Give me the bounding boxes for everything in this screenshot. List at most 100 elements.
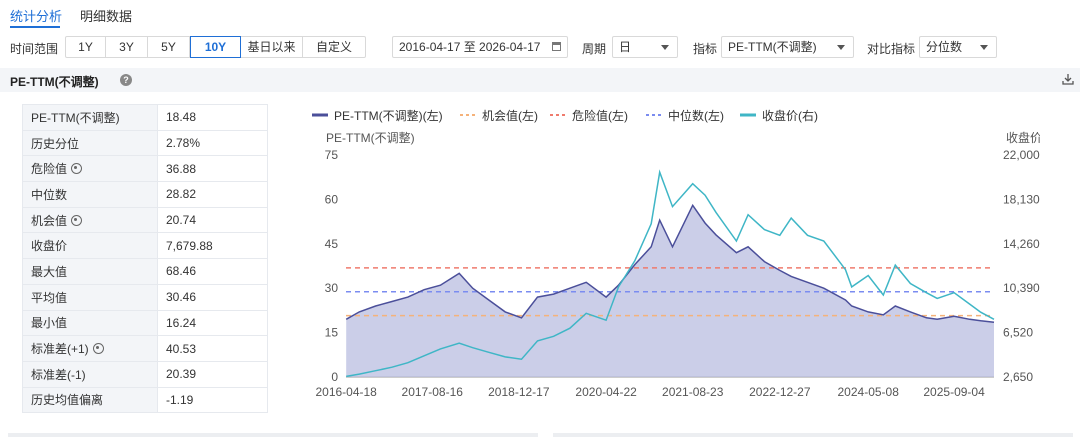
stats-value: -1.19	[157, 386, 268, 414]
y-right-tick: 14,260	[1003, 237, 1040, 251]
compare-select[interactable]: 分位数	[919, 36, 997, 58]
tab-statistics[interactable]: 统计分析	[10, 9, 63, 24]
stats-row: 最小值 16.24	[22, 309, 268, 337]
stats-row: 平均值 30.46	[22, 283, 268, 311]
x-tick: 2025-09-04	[923, 385, 985, 399]
stats-value: 2.78%	[157, 129, 268, 157]
legend-label: 机会值(左)	[482, 108, 538, 123]
stats-row: 历史均值偏离 -1.19	[22, 386, 268, 414]
x-tick: 2017-08-16	[402, 385, 464, 399]
stats-value: 30.46	[157, 283, 268, 311]
stats-value: 36.88	[157, 155, 268, 183]
x-tick: 2022-12-27	[749, 385, 811, 399]
period-value: 日	[619, 40, 632, 54]
bottom-panel-edge-right	[553, 433, 1073, 437]
time-range-label: 时间范围	[10, 42, 59, 56]
legend-label: 中位数(左)	[668, 108, 724, 123]
panel-title: PE-TTM(不调整)	[10, 75, 99, 89]
chevron-down-icon	[661, 45, 669, 50]
help-icon[interactable]: ?	[120, 74, 132, 86]
y-right-tick: 10,390	[1003, 281, 1040, 295]
stats-key-label: 标准差(+1)	[31, 342, 89, 357]
stats-key-label: 历史均值偏离	[31, 393, 104, 408]
legend-label: 收盘价(右)	[762, 108, 818, 123]
chevron-down-icon	[837, 45, 845, 50]
top-tabs: 统计分析 明细数据	[0, 0, 1080, 28]
panel-header: PE-TTM(不调整) ?	[0, 68, 1080, 92]
stats-key-label: 最大值	[31, 264, 68, 279]
indicator-value: PE-TTM(不调整)	[728, 40, 817, 54]
gear-icon[interactable]	[71, 214, 83, 226]
x-tick: 2024-05-08	[838, 385, 900, 399]
legend-label: PE-TTM(不调整)(左)	[334, 108, 443, 123]
range-since-base-button[interactable]: 基日以来	[241, 37, 303, 57]
stats-key-label: 危险值	[31, 162, 68, 177]
stats-row: 最大值 68.46	[22, 258, 268, 285]
range-10y-button[interactable]: 10Y	[190, 36, 241, 58]
stats-key-label: 收盘价	[31, 239, 68, 254]
active-tab-indicator	[10, 26, 60, 28]
stats-key: PE-TTM(不调整)	[22, 104, 158, 131]
stats-value: 40.53	[157, 335, 268, 362]
y-right-tick: 22,000	[1003, 148, 1040, 162]
tab-detail-data[interactable]: 明细数据	[80, 9, 133, 24]
indicator-select[interactable]: PE-TTM(不调整)	[721, 36, 854, 58]
range-custom-button[interactable]: 自定义	[315, 40, 352, 54]
stats-row: 标准差(+1) 40.53	[22, 335, 268, 362]
stats-row: 标准差(-1) 20.39	[22, 360, 268, 388]
stats-value: 7,679.88	[157, 232, 268, 260]
stats-key-label: PE-TTM(不调整)	[31, 110, 120, 125]
range-3y-button[interactable]: 3Y	[106, 37, 148, 57]
stats-key: 机会值	[22, 206, 158, 234]
stats-key-label: 机会值	[31, 213, 68, 228]
stats-key: 标准差(-1)	[22, 360, 158, 388]
stats-key: 最大值	[22, 258, 158, 285]
stats-key: 最小值	[22, 309, 158, 337]
y-right-axis-title: 收盘价	[1006, 130, 1040, 145]
stats-key: 收盘价	[22, 232, 158, 260]
date-range-input[interactable]: 2016-04-17 至 2026-04-17	[392, 36, 568, 58]
y-left-tick: 45	[325, 237, 339, 251]
stats-key-label: 最小值	[31, 316, 68, 331]
y-left-tick: 15	[325, 326, 339, 340]
stats-value: 68.46	[157, 258, 268, 285]
y-left-tick: 60	[325, 192, 339, 206]
stats-key: 平均值	[22, 283, 158, 311]
period-select[interactable]: 日	[612, 36, 678, 58]
bottom-panel-edge-left	[8, 433, 538, 437]
pe-ttm-chart: PE-TTM(不调整)(左) 机会值(左) 危险值(左) 中位数(左) 收盘价(右) PE…	[312, 108, 1040, 399]
stats-row: 收盘价 7,679.88	[22, 232, 268, 260]
stats-key-label: 历史分位	[31, 136, 80, 151]
stats-key-label: 中位数	[31, 187, 68, 202]
gear-icon[interactable]	[92, 343, 104, 355]
compare-label: 对比指标	[867, 42, 916, 56]
stats-value: 20.74	[157, 206, 268, 234]
indicator-label: 指标	[693, 42, 718, 56]
stats-value: 20.39	[157, 360, 268, 388]
x-tick: 2018-12-17	[488, 385, 550, 399]
y-left-tick: 75	[325, 148, 339, 162]
period-label: 周期	[582, 42, 607, 56]
range-5y-button[interactable]: 5Y	[148, 37, 190, 57]
x-tick: 2016-04-18	[315, 385, 377, 399]
pe-ttm-series-line	[345, 203, 995, 324]
x-tick: 2020-04-22	[575, 385, 637, 399]
compare-value: 分位数	[926, 40, 963, 54]
y-left-tick: 30	[325, 281, 339, 295]
legend-label: 危险值(左)	[572, 108, 628, 123]
download-icon[interactable]	[1062, 73, 1074, 85]
filter-row: 时间范围 1Y 3Y 5Y 10Y 基日以来 自定义 2016-04-17 至 …	[0, 36, 1080, 60]
stats-row: PE-TTM(不调整) 18.48	[22, 104, 268, 131]
stats-row: 中位数 28.82	[22, 181, 268, 208]
stats-key: 标准差(+1)	[22, 335, 158, 362]
gear-icon[interactable]	[71, 163, 83, 175]
stats-key: 历史分位	[22, 129, 158, 157]
range-1y-button[interactable]: 1Y	[66, 37, 106, 57]
stats-key: 中位数	[22, 181, 158, 208]
stats-key-label: 标准差(-1)	[31, 367, 86, 382]
date-range-value: 2016-04-17 至 2026-04-17	[399, 40, 541, 54]
stats-row: 机会值 20.74	[22, 206, 268, 234]
y-right-tick: 6,520	[1003, 326, 1033, 340]
y-right-tick: 2,650	[1003, 370, 1033, 384]
stats-key: 历史均值偏离	[22, 386, 158, 414]
